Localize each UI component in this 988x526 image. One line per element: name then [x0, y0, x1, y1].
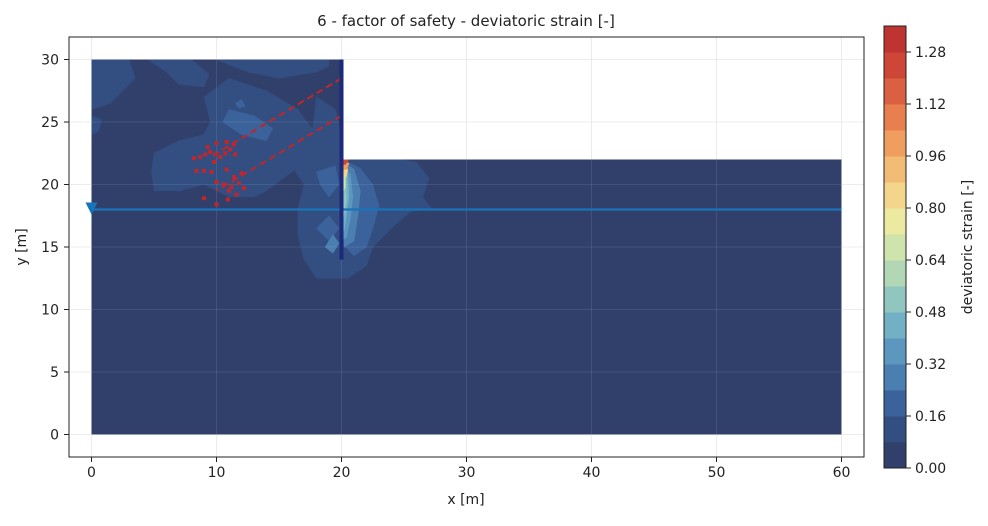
- plastic-point: [214, 180, 219, 184]
- colorbar: 0.00 0.16 0.32 0.48 0.64 0.80 0.96 1.12 1.28: [883, 25, 946, 477]
- chart-title: 6 - factor of safety - deviatoric strain…: [317, 12, 615, 30]
- plastic-point: [205, 145, 210, 149]
- plastic-point: [198, 155, 203, 159]
- colorbar-swatch: [884, 390, 906, 417]
- plastic-point: [234, 192, 239, 197]
- colorbar-swatch: [884, 286, 906, 313]
- colorbar-tick-label: 1.12: [915, 97, 946, 113]
- contour-region: [91, 59, 136, 110]
- plastic-point: [208, 150, 213, 154]
- colorbar-tick-label: 0.48: [915, 305, 946, 321]
- plastic-point: [223, 151, 228, 156]
- y-tick-label: 15: [41, 240, 59, 256]
- y-tick-label: 5: [50, 365, 59, 381]
- colorbar-swatch: [884, 416, 906, 443]
- contour-region: [324, 234, 340, 254]
- plastic-point: [239, 171, 244, 176]
- x-axis-label: x [m]: [447, 492, 484, 508]
- colorbar-tick-label: 0.16: [915, 409, 946, 425]
- plastic-point: [232, 175, 236, 179]
- colorbar-frame: [883, 25, 907, 469]
- colorbar-swatch: [884, 234, 906, 261]
- contour-region: [316, 215, 340, 242]
- colorbar-swatch: [884, 364, 906, 391]
- plastic-point: [227, 188, 231, 193]
- colorbar-tick-label: 0.32: [915, 357, 946, 373]
- colorbar-swatch: [884, 442, 906, 469]
- plastic-point: [194, 168, 199, 173]
- plastic-point: [192, 156, 196, 161]
- colorbar-swatch: [884, 104, 906, 131]
- anchor-line: [215, 77, 343, 155]
- colorbar-swatch: [884, 52, 906, 79]
- y-tick-label: 0: [50, 428, 59, 444]
- x-tick-label: 30: [458, 465, 476, 481]
- plastic-point: [202, 168, 206, 173]
- plastic-point: [237, 181, 241, 186]
- plastic-point: [232, 142, 236, 147]
- colorbar-swatch: [884, 78, 906, 105]
- anchor-line: [215, 114, 343, 192]
- colorbar-tick-label: 0.96: [915, 149, 946, 165]
- y-tick-label: 20: [41, 178, 59, 194]
- contour-region: [316, 165, 340, 198]
- colorbar-swatch: [884, 130, 906, 157]
- y-tick-label: 30: [41, 53, 59, 69]
- plastic-point: [218, 155, 223, 159]
- colorbar-tick-label: 0.64: [915, 253, 946, 269]
- colorbar-swatch: [884, 260, 906, 287]
- colorbar-tick-label: 0.00: [915, 461, 946, 477]
- plastic-point: [224, 167, 229, 172]
- colorbar-swatch: [884, 312, 906, 339]
- x-tick-label: 40: [583, 465, 601, 481]
- plastic-point: [225, 197, 230, 202]
- plastic-point: [202, 196, 206, 201]
- colorbar-label: deviatoric strain [-]: [960, 180, 976, 314]
- colorbar-swatch: [884, 338, 906, 365]
- contour-region: [216, 59, 330, 79]
- plastic-point: [224, 140, 229, 144]
- colorbar-swatch: [884, 182, 906, 209]
- contour-region: [91, 115, 102, 135]
- x-tick-label: 20: [333, 465, 351, 481]
- plastic-point: [209, 170, 214, 174]
- plastic-point: [203, 152, 208, 157]
- water-table-marker: [85, 202, 98, 215]
- plot-area: 0 10 20 30 40 50 60 0 5 10 15 20 25 30: [41, 36, 865, 481]
- plastic-point: [213, 152, 218, 157]
- contour-region: [235, 99, 246, 109]
- x-tick-label: 50: [708, 465, 726, 481]
- contour-region: [453, 149, 486, 159]
- contour-region: [147, 59, 210, 88]
- plastic-point: [242, 186, 246, 191]
- contour-region: [222, 109, 274, 142]
- plastic-point: [214, 141, 219, 146]
- y-tick-label: 10: [41, 303, 59, 319]
- colorbar-swatch: [884, 156, 906, 183]
- plastic-point: [233, 152, 238, 157]
- x-tick-label: 10: [208, 465, 226, 481]
- plastic-point: [229, 185, 234, 189]
- x-tick-label: 60: [833, 465, 851, 481]
- colorbar-tick-label: 0.80: [915, 201, 946, 217]
- colorbar-tick-label: 1.28: [915, 45, 946, 61]
- plastic-point: [228, 147, 233, 152]
- y-axis-label: y [m]: [14, 228, 30, 265]
- plastic-point: [212, 160, 216, 164]
- colorbar-swatch: [884, 26, 906, 53]
- x-tick-label: 0: [87, 465, 96, 481]
- colorbar-swatch: [884, 208, 906, 235]
- y-tick-label: 25: [41, 115, 59, 131]
- plastic-point: [222, 182, 226, 187]
- contour-region: [151, 78, 317, 198]
- plastic-point: [214, 202, 219, 207]
